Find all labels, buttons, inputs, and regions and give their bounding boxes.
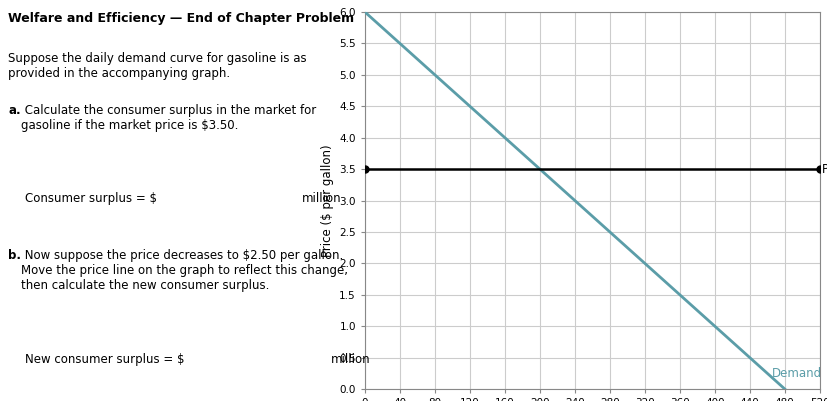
Text: Welfare and Efficiency — End of Chapter Problem: Welfare and Efficiency — End of Chapter … bbox=[8, 12, 354, 25]
Text: Demand: Demand bbox=[771, 367, 820, 380]
FancyBboxPatch shape bbox=[188, 352, 329, 401]
Text: Calculate the consumer surplus in the market for
gasoline if the market price is: Calculate the consumer surplus in the ma… bbox=[21, 104, 316, 132]
Y-axis label: Price ($ per gallon): Price ($ per gallon) bbox=[320, 144, 333, 257]
Text: Now suppose the price decreases to $2.50 per gallon.
Move the price line on the : Now suppose the price decreases to $2.50… bbox=[21, 249, 347, 292]
Text: New consumer surplus = $: New consumer surplus = $ bbox=[25, 353, 184, 366]
Text: Suppose the daily demand curve for gasoline is as
provided in the accompanying g: Suppose the daily demand curve for gasol… bbox=[8, 52, 307, 80]
FancyBboxPatch shape bbox=[159, 200, 300, 251]
Text: million: million bbox=[302, 192, 342, 205]
Text: Consumer surplus = $: Consumer surplus = $ bbox=[25, 192, 156, 205]
Text: Price: Price bbox=[820, 162, 827, 176]
Text: b.: b. bbox=[8, 249, 22, 261]
Text: a.: a. bbox=[8, 104, 21, 117]
Text: million: million bbox=[331, 353, 370, 366]
